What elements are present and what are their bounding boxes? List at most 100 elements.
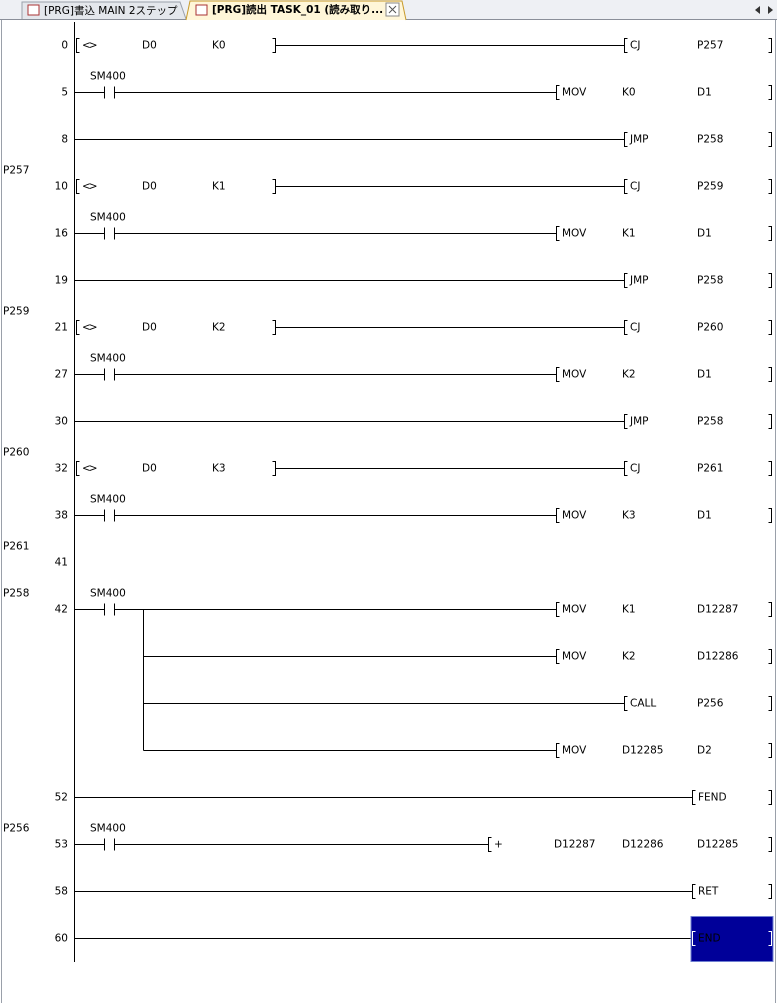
operand: K1 xyxy=(622,604,636,616)
contact-label: SM400 xyxy=(90,588,126,600)
instruction: CJ xyxy=(630,463,640,475)
operand: D1 xyxy=(697,510,712,522)
contact-label: SM400 xyxy=(90,353,126,365)
operand: P258 xyxy=(697,416,723,428)
compare-bracket-open xyxy=(76,179,80,194)
tab-icon xyxy=(195,4,208,16)
step-number: 21 xyxy=(55,322,68,334)
instruction-bracket-close xyxy=(768,461,772,476)
instruction-bracket-open xyxy=(692,790,696,805)
pointer-label: P258 xyxy=(3,588,29,600)
instruction-bracket-open xyxy=(692,931,696,946)
instruction-bracket-close xyxy=(768,649,772,664)
instruction-bracket-close xyxy=(768,743,772,758)
instruction-bracket-close xyxy=(768,273,772,288)
instruction: RET xyxy=(698,886,719,898)
step-number: 19 xyxy=(55,275,68,287)
cursor xyxy=(690,916,774,962)
compare-op: <> xyxy=(82,40,97,52)
instruction: END xyxy=(698,933,721,945)
instruction-bracket-open xyxy=(624,461,628,476)
operand: K3 xyxy=(622,510,636,522)
operand: D12285 xyxy=(622,745,664,757)
tab-icon xyxy=(27,4,40,16)
compare-operand: K0 xyxy=(212,40,226,52)
step-number: 32 xyxy=(55,463,68,475)
step-number: 8 xyxy=(61,134,68,146)
operand: P261 xyxy=(697,463,723,475)
contact-label: SM400 xyxy=(90,71,126,83)
instruction-bracket-close xyxy=(768,696,772,711)
operand: K1 xyxy=(622,228,636,240)
compare-bracket-close xyxy=(272,179,276,194)
tab-active[interactable] xyxy=(185,0,407,21)
instruction-bracket-open xyxy=(556,508,560,523)
instruction: CJ xyxy=(630,40,640,52)
compare-bracket-open xyxy=(76,38,80,53)
instruction: CALL xyxy=(630,698,656,710)
instruction-bracket-open xyxy=(556,649,560,664)
instruction: MOV xyxy=(562,228,587,240)
instruction-bracket-open xyxy=(624,179,628,194)
scroll-left[interactable] xyxy=(755,6,760,14)
instruction-bracket-open xyxy=(556,367,560,382)
instruction: CJ xyxy=(630,181,640,193)
compare-op: <> xyxy=(82,463,97,475)
operand: D1 xyxy=(697,369,712,381)
operand: D12285 xyxy=(697,839,739,851)
instruction-bracket-open xyxy=(556,226,560,241)
compare-bracket-close xyxy=(272,320,276,335)
compare-bracket-close xyxy=(272,38,276,53)
pointer-label: P260 xyxy=(3,447,29,459)
step-number: 53 xyxy=(55,839,68,851)
step-number: 38 xyxy=(55,510,68,522)
tab[interactable] xyxy=(21,1,187,20)
pointer-label: P259 xyxy=(3,306,29,318)
tab-close-icon xyxy=(388,5,397,14)
instruction-bracket-close xyxy=(768,132,772,147)
scroll-right[interactable] xyxy=(768,6,773,14)
instruction-bracket-open xyxy=(624,38,628,53)
instruction-bracket-close xyxy=(768,414,772,429)
step-number: 52 xyxy=(55,792,68,804)
operand: D12286 xyxy=(622,839,664,851)
operand: P256 xyxy=(697,698,724,710)
operand: P259 xyxy=(697,181,723,193)
instruction-bracket-close xyxy=(768,226,772,241)
compare-operand: K2 xyxy=(212,322,226,334)
instruction: MOV xyxy=(562,604,587,616)
operand: D1 xyxy=(697,228,712,240)
contact-label: SM400 xyxy=(90,212,126,224)
instruction-bracket-open xyxy=(624,132,628,147)
instruction-bracket-close xyxy=(768,508,772,523)
operand: P258 xyxy=(697,134,723,146)
pointer-label: P261 xyxy=(3,541,29,553)
instruction-bracket-close xyxy=(768,367,772,382)
contact-label: SM400 xyxy=(90,494,126,506)
step-number: 60 xyxy=(55,933,68,945)
instruction: FEND xyxy=(698,792,727,804)
instruction-bracket-close xyxy=(768,320,772,335)
instruction: JMP xyxy=(629,275,649,287)
instruction-bracket-open xyxy=(624,696,628,711)
tab-label: [PRG]書込 MAIN 2ステップ xyxy=(44,4,178,17)
compare-bracket-open xyxy=(76,320,80,335)
step-number: 42 xyxy=(55,604,68,616)
operand: D1 xyxy=(697,87,712,99)
step-number: 58 xyxy=(55,886,68,898)
instruction-bracket-open xyxy=(624,414,628,429)
instruction: MOV xyxy=(562,369,587,381)
compare-operand: D0 xyxy=(142,181,157,193)
operand: K0 xyxy=(622,87,636,99)
instruction-bracket-close xyxy=(768,931,772,946)
operand: D12287 xyxy=(697,604,739,616)
compare-op: <> xyxy=(82,181,97,193)
operand: D12287 xyxy=(554,839,596,851)
instruction-bracket-close xyxy=(768,179,772,194)
instruction-bracket-open xyxy=(556,85,560,100)
instruction: MOV xyxy=(562,87,587,99)
step-number: 30 xyxy=(55,416,68,428)
tab-label: [PRG]読出 TASK_01 (読み取り... xyxy=(212,3,383,16)
